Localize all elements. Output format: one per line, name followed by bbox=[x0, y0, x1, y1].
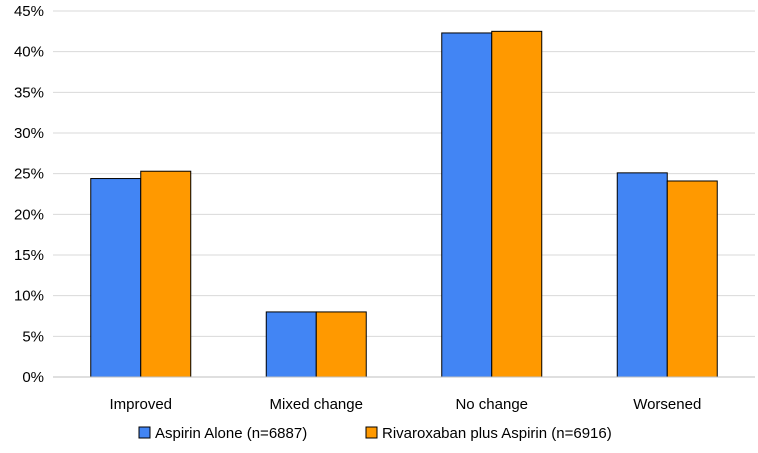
bar-aspirin-alone bbox=[441, 32, 493, 378]
bar-aspirin-alone bbox=[265, 311, 317, 378]
y-tick-label: 10% bbox=[14, 288, 44, 305]
legend-swatch bbox=[365, 426, 378, 439]
bars bbox=[90, 30, 718, 378]
x-tick-label: Improved bbox=[109, 396, 172, 413]
x-tick-label: Worsened bbox=[633, 396, 701, 413]
legend-label: Aspirin Alone (n=6887) bbox=[155, 425, 307, 442]
y-tick-label: 25% bbox=[14, 166, 44, 183]
x-tick-label: No change bbox=[455, 396, 528, 413]
bar-rivaroxaban-plus-aspirin bbox=[666, 180, 718, 378]
legend: Aspirin Alone (n=6887) Rivaroxaban plus A… bbox=[138, 425, 612, 442]
y-tick-label: 20% bbox=[14, 206, 44, 223]
bar-rivaroxaban-plus-aspirin bbox=[491, 30, 543, 378]
y-tick-label: 0% bbox=[22, 369, 44, 386]
y-tick-label: 30% bbox=[14, 125, 44, 142]
x-axis-tick-labels: Improved Mixed change No change Worsened bbox=[109, 396, 701, 413]
y-tick-label: 15% bbox=[14, 247, 44, 264]
bar-aspirin-alone bbox=[90, 178, 142, 378]
bar-rivaroxaban-plus-aspirin bbox=[315, 311, 367, 378]
y-tick-label: 40% bbox=[14, 44, 44, 61]
legend-label: Rivaroxaban plus Aspirin (n=6916) bbox=[382, 425, 612, 442]
bar-aspirin-alone bbox=[616, 172, 668, 378]
bar-rivaroxaban-plus-aspirin bbox=[140, 170, 192, 378]
y-axis-tick-labels: 0% 5% 10% 15% 20% 25% 30% 35% 40% 45% bbox=[14, 3, 44, 386]
y-tick-label: 35% bbox=[14, 84, 44, 101]
x-tick-label: Mixed change bbox=[270, 396, 363, 413]
y-tick-label: 5% bbox=[22, 328, 44, 345]
legend-swatch bbox=[138, 426, 151, 439]
y-tick-label: 45% bbox=[14, 3, 44, 20]
